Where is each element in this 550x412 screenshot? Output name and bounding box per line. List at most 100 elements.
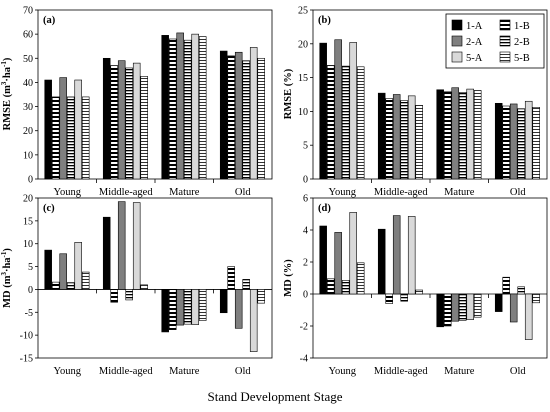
bar-1-B-young	[51, 281, 60, 290]
bar-5-A-old	[249, 289, 258, 352]
x-category-label: Middle-aged	[99, 366, 153, 377]
y-tick-label: 20	[23, 194, 33, 205]
bar-2-B-middle-aged	[400, 100, 408, 180]
panel-label: (b)	[318, 15, 331, 26]
y-tick-label: 0	[28, 175, 33, 186]
y-tick-label: 0	[303, 290, 308, 301]
bar-2-A-mature	[176, 289, 184, 326]
y-tick-label: 10	[23, 239, 33, 250]
bar-5-A-old	[524, 293, 533, 340]
y-tick-label: -5	[25, 308, 33, 319]
bar-5-A-young	[74, 79, 82, 180]
bar-1-A-mature	[436, 89, 444, 180]
bar-5-A-mature	[466, 293, 474, 320]
x-category-label: Old	[510, 366, 527, 377]
bar-5-B-middle-aged	[415, 105, 423, 180]
bar-5-A-middle-aged	[132, 202, 141, 290]
bar-2-B-old	[517, 286, 525, 295]
bar-5-A-mature	[466, 88, 474, 180]
x-category-label: Old	[235, 187, 252, 198]
legend-box	[445, 13, 545, 69]
panel-label: (a)	[43, 15, 56, 26]
x-category-label: Mature	[169, 187, 200, 198]
bar-1-B-young	[326, 278, 335, 295]
bar-1-B-young	[326, 65, 335, 180]
legend-label-5-A: 5-A	[466, 53, 483, 64]
bar-5-B-mature	[473, 90, 482, 180]
bar-1-A-old	[219, 50, 228, 180]
legend: 1-A 1-B 2-A 2-B 5-A 5-B	[445, 13, 545, 69]
x-category-label: Middle-aged	[374, 187, 428, 198]
bar-2-B-mature	[458, 92, 467, 180]
y-tick-label: 10	[298, 107, 308, 118]
y-tick-label: 5	[303, 141, 308, 152]
bar-2-A-mature	[451, 87, 459, 180]
legend-swatch-1-B	[499, 19, 511, 31]
y-tick-label: 50	[23, 54, 33, 65]
bar-2-B-young	[341, 280, 350, 295]
legend-swatch-2-A	[451, 35, 463, 47]
bar-2-B-mature	[183, 289, 192, 325]
bar-1-B-middle-aged	[110, 289, 118, 303]
bar-1-B-old	[502, 105, 510, 180]
bar-1-A-young	[44, 79, 52, 180]
y-tick-label: 6	[303, 194, 308, 205]
y-tick-label: 0	[28, 285, 33, 296]
bar-1-B-mature	[168, 289, 177, 330]
bar-2-A-old	[234, 51, 243, 180]
x-category-label: Middle-aged	[99, 187, 153, 198]
bar-5-A-mature	[191, 33, 199, 180]
bar-1-B-mature	[443, 91, 452, 180]
bar-1-B-old	[227, 55, 235, 180]
bar-1-A-middle-aged	[377, 228, 386, 295]
bar-1-A-middle-aged	[102, 57, 111, 180]
chart-panel-2: 0 5 10 15 20 25 Young Middle-aged Mature Old (b) RM…	[283, 6, 548, 198]
bar-5-A-middle-aged	[132, 62, 141, 180]
panel-label: (d)	[318, 203, 331, 214]
plot-frame	[37, 197, 273, 359]
bar-1-B-old	[227, 266, 235, 290]
y-tick-label: 0	[303, 175, 308, 186]
legend-swatch-5-A	[451, 51, 463, 63]
y-tick-label: -10	[20, 331, 33, 342]
x-category-label: Young	[53, 187, 81, 198]
bar-1-B-young	[51, 96, 60, 180]
bar-1-A-old	[219, 289, 228, 314]
y-tick-label: 30	[23, 102, 33, 113]
y-tick-label: -2	[300, 322, 308, 333]
y-tick-label: 60	[23, 30, 33, 41]
bar-2-A-old	[234, 289, 243, 329]
bar-1-A-young	[44, 249, 52, 290]
legend-label-1-B: 1-B	[514, 21, 530, 32]
bar-1-B-old	[502, 276, 510, 295]
legend-label-2-A: 2-A	[466, 37, 483, 48]
y-tick-label: 20	[23, 126, 33, 137]
bar-1-A-mature	[161, 35, 169, 180]
bar-2-B-mature	[183, 39, 192, 180]
y-tick-label: -15	[20, 354, 33, 365]
bar-1-B-mature	[168, 38, 177, 180]
y-tick-label: 25	[298, 6, 308, 17]
bar-5-B-middle-aged	[140, 284, 148, 290]
bar-2-A-middle-aged	[392, 215, 401, 295]
y-tick-label: 70	[23, 6, 33, 17]
bar-1-B-middle-aged	[385, 293, 393, 304]
x-category-label: Young	[328, 366, 356, 377]
bar-5-B-middle-aged	[415, 289, 423, 295]
y-tick-label: 40	[23, 78, 33, 89]
panel-label: (c)	[43, 203, 55, 214]
bar-5-B-young	[356, 66, 365, 180]
bar-2-A-mature	[451, 293, 459, 322]
bar-5-A-young	[349, 212, 357, 295]
figure-x-axis-label: Stand Development Stage	[207, 389, 342, 404]
bar-2-B-old	[242, 279, 250, 290]
bar-5-B-old	[257, 289, 265, 304]
bar-2-A-middle-aged	[117, 201, 126, 290]
legend-label-1-A: 1-A	[466, 21, 483, 32]
legend-label-5-B: 5-B	[514, 53, 530, 64]
y-tick-label: 20	[298, 39, 308, 50]
bar-5-B-mature	[473, 293, 482, 318]
legend-swatch-1-A	[451, 19, 463, 31]
